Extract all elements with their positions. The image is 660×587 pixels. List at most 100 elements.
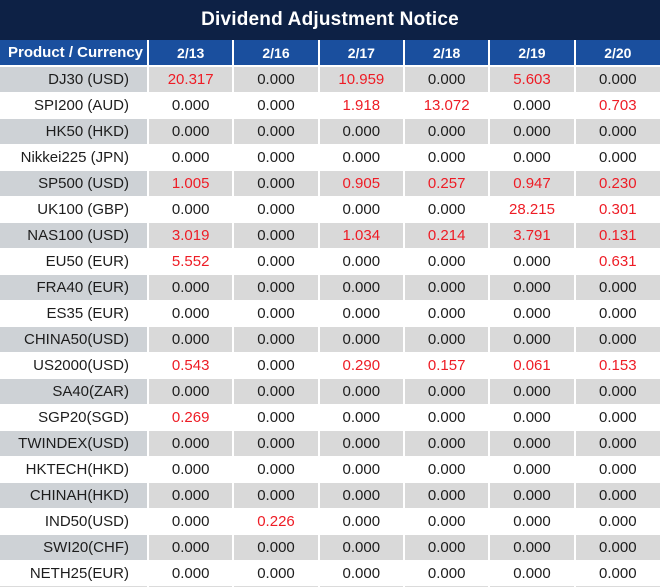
value-cell: 0.000 [489, 118, 576, 145]
table-row: EU50 (EUR) 5.552 0.000 0.000 0.000 0.000 0.631 [0, 248, 660, 275]
value-cell: 0.131 [574, 222, 660, 249]
value-cell: 0.000 [233, 196, 320, 223]
value-cell: 0.000 [489, 92, 576, 119]
value-cell: 20.317 [148, 66, 235, 93]
value-cell: 0.000 [403, 456, 491, 483]
value-cell: 10.959 [318, 66, 405, 93]
table-row: IND50(USD) 0.000 0.226 0.000 0.000 0.000 0.000 [0, 508, 660, 535]
value-cell: 0.000 [233, 248, 320, 275]
value-cell: 0.301 [574, 196, 660, 223]
value-cell: 0.000 [403, 248, 491, 275]
value-cell: 0.000 [403, 378, 491, 405]
value-cell: 0.000 [489, 144, 576, 171]
value-cell: 0.000 [233, 300, 320, 327]
value-cell: 0.000 [233, 378, 320, 405]
product-cell: SGP20(SGD) [0, 404, 149, 431]
value-cell: 0.000 [148, 378, 235, 405]
value-cell: 0.000 [489, 560, 576, 587]
value-cell: 0.000 [489, 404, 576, 431]
table-row: Nikkei225 (JPN) 0.000 0.000 0.000 0.000 0.000… [0, 144, 660, 171]
value-cell: 0.000 [233, 170, 320, 197]
table-row: FRA40 (EUR) 0.000 0.000 0.000 0.000 0.000 0.00… [0, 274, 660, 301]
value-cell: 3.791 [489, 222, 576, 249]
value-cell: 0.000 [403, 66, 491, 93]
date-column-header: 2/20 [574, 40, 660, 67]
product-cell: SPI200 (AUD) [0, 92, 149, 119]
value-cell: 0.000 [574, 482, 660, 509]
value-cell: 0.000 [233, 274, 320, 301]
value-cell: 0.000 [318, 118, 405, 145]
table-row: SPI200 (AUD) 0.000 0.000 1.918 13.072 0.000 0.… [0, 92, 660, 119]
dividend-table: Product / Currency 2/13 2/16 2/17 2/18 2/19 2/… [0, 40, 660, 587]
value-cell: 0.000 [489, 482, 576, 509]
value-cell: 0.000 [318, 482, 405, 509]
value-cell: 0.153 [574, 352, 660, 379]
value-cell: 0.230 [574, 170, 660, 197]
value-cell: 0.000 [318, 144, 405, 171]
value-cell: 0.000 [148, 534, 235, 561]
value-cell: 0.000 [318, 248, 405, 275]
page-title: Dividend Adjustment Notice [0, 0, 660, 40]
value-cell: 0.000 [403, 326, 491, 353]
value-cell: 0.000 [318, 378, 405, 405]
value-cell: 0.000 [148, 482, 235, 509]
table-row: HKTECH(HKD) 0.000 0.000 0.000 0.000 0.000 0.00… [0, 456, 660, 483]
value-cell: 0.000 [574, 274, 660, 301]
value-cell: 0.000 [574, 326, 660, 353]
value-cell: 0.000 [574, 378, 660, 405]
value-cell: 0.000 [403, 482, 491, 509]
value-cell: 0.000 [489, 378, 576, 405]
value-cell: 1.034 [318, 222, 405, 249]
product-cell: SA40(ZAR) [0, 378, 149, 405]
product-cell: NETH25(EUR) [0, 560, 149, 587]
value-cell: 0.000 [574, 404, 660, 431]
value-cell: 0.000 [574, 456, 660, 483]
value-cell: 0.000 [403, 430, 491, 457]
value-cell: 0.000 [148, 274, 235, 301]
value-cell: 0.226 [233, 508, 320, 535]
product-cell: CHINAH(HKD) [0, 482, 149, 509]
value-cell: 0.000 [148, 118, 235, 145]
table-row: SP500 (USD) 1.005 0.000 0.905 0.257 0.947 0.23… [0, 170, 660, 197]
value-cell: 0.000 [148, 508, 235, 535]
product-cell: HK50 (HKD) [0, 118, 149, 145]
value-cell: 0.000 [233, 118, 320, 145]
value-cell: 0.000 [148, 144, 235, 171]
value-cell: 0.000 [403, 274, 491, 301]
value-cell: 0.000 [489, 274, 576, 301]
value-cell: 1.005 [148, 170, 235, 197]
value-cell: 0.257 [403, 170, 491, 197]
value-cell: 0.000 [233, 482, 320, 509]
value-cell: 0.000 [148, 456, 235, 483]
value-cell: 0.000 [574, 430, 660, 457]
value-cell: 0.214 [403, 222, 491, 249]
value-cell: 0.000 [489, 300, 576, 327]
product-cell: EU50 (EUR) [0, 248, 149, 275]
value-cell: 0.000 [148, 430, 235, 457]
value-cell: 5.603 [489, 66, 576, 93]
product-cell: DJ30 (USD) [0, 66, 149, 93]
value-cell: 0.000 [148, 560, 235, 587]
table-row: TWINDEX(USD) 0.000 0.000 0.000 0.000 0.000 0.0… [0, 430, 660, 457]
table-row: CHINA50(USD) 0.000 0.000 0.000 0.000 0.000 0.0… [0, 326, 660, 353]
value-cell: 0.000 [489, 326, 576, 353]
value-cell: 0.000 [403, 118, 491, 145]
value-cell: 0.000 [318, 534, 405, 561]
value-cell: 0.000 [233, 456, 320, 483]
product-cell: IND50(USD) [0, 508, 149, 535]
value-cell: 3.019 [148, 222, 235, 249]
value-cell: 0.000 [574, 118, 660, 145]
value-cell: 0.000 [318, 404, 405, 431]
product-cell: Nikkei225 (JPN) [0, 144, 149, 171]
value-cell: 0.000 [233, 352, 320, 379]
value-cell: 0.000 [318, 326, 405, 353]
product-cell: SWI20(CHF) [0, 534, 149, 561]
value-cell: 0.000 [489, 430, 576, 457]
table-row: DJ30 (USD) 20.317 0.000 10.959 0.000 5.603 0.0… [0, 66, 660, 93]
table-header-row: Product / Currency 2/13 2/16 2/17 2/18 2/19 2/… [0, 40, 660, 67]
value-cell: 0.000 [148, 326, 235, 353]
product-cell: UK100 (GBP) [0, 196, 149, 223]
value-cell: 0.000 [318, 430, 405, 457]
value-cell: 0.000 [574, 144, 660, 171]
